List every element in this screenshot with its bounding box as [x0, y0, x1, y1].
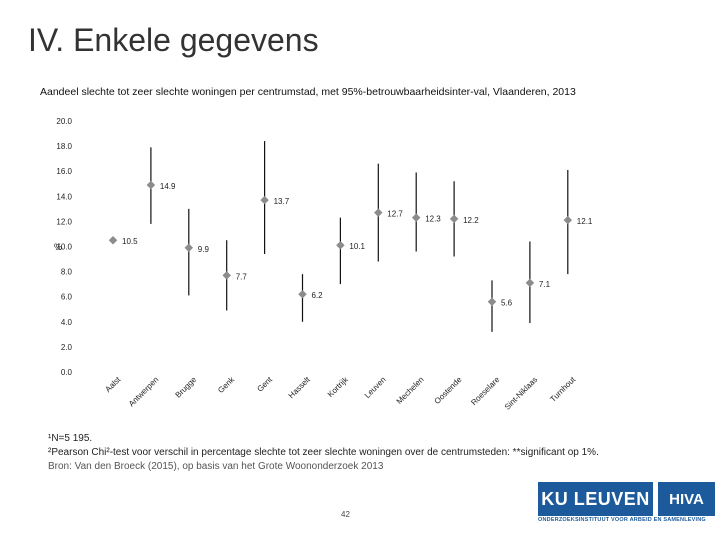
y-tick-label: 6.0: [61, 293, 73, 302]
value-label-leuven: 12.7: [387, 210, 403, 219]
y-tick-label: 12.0: [56, 217, 72, 226]
footnotes: ¹N=5 195. ²Pearson Chi²-test voor versch…: [48, 432, 599, 474]
x-tick-label-genk: Genk: [216, 374, 237, 395]
value-label-aalst: 10.5: [122, 237, 138, 246]
footnote-source: Bron: Van den Broeck (2015), op basis va…: [48, 461, 384, 472]
hiva-logo: HIVA: [658, 482, 715, 516]
chart-title: Aandeel slechte tot zeer slechte woninge…: [40, 86, 576, 98]
value-label-brugge: 9.9: [198, 245, 210, 254]
y-axis-label: %: [54, 242, 62, 252]
slide-title: IV. Enkele gegevens: [28, 22, 319, 58]
value-label-roeselare: 5.6: [501, 299, 513, 308]
data-point-oostende: [449, 214, 459, 224]
value-label-turnhout: 12.1: [577, 217, 593, 226]
y-tick-label: 4.0: [61, 318, 73, 327]
value-label-oostende: 12.2: [463, 216, 479, 225]
data-point-aalst: [108, 235, 118, 245]
value-label-hasselt: 6.2: [312, 291, 324, 300]
x-tick-label-brugge: Brugge: [174, 375, 199, 400]
data-point-antwerpen: [146, 180, 156, 190]
data-point-genk: [222, 271, 231, 280]
y-tick-label: 0.0: [61, 368, 73, 377]
x-tick-label-kortrijk: Kortrijk: [326, 374, 351, 399]
x-tick-label-sint-niklaas: Sint-Niklaas: [503, 375, 540, 412]
data-point-mechelen: [411, 213, 421, 222]
data-point-sint-niklaas: [525, 278, 535, 288]
value-label-antwerpen: 14.9: [160, 182, 176, 191]
footnote-n: ¹N=5 195.: [48, 433, 93, 444]
data-point-kortrijk: [336, 241, 345, 250]
data-point-roeselare: [487, 297, 497, 306]
data-point-turnhout: [563, 215, 573, 225]
y-tick-label: 16.0: [56, 167, 72, 176]
x-tick-label-aalst: Aalst: [103, 375, 122, 394]
value-label-genk: 7.7: [236, 272, 248, 281]
logo-caption: ONDERZOEKSINSTITUUT VOOR ARBEID EN SAMEN…: [538, 517, 706, 523]
y-tick-label: 8.0: [61, 268, 73, 277]
value-label-mechelen: 12.3: [425, 215, 441, 224]
value-label-sint-niklaas: 7.1: [539, 280, 551, 289]
value-labels: 10.5 14.9 9.9 7.7 13.7 6.2 10.1 12.7 12.3 12.2 5.6…: [122, 182, 593, 308]
x-tick-label-turnhout: Turnhout: [548, 375, 577, 404]
x-tick-label-mechelen: Mechelen: [395, 375, 426, 406]
x-tick-label-antwerpen: Antwerpen: [127, 375, 160, 408]
x-tick-label-hasselt: Hasselt: [287, 375, 313, 401]
ku-leuven-logo: KU LEUVEN: [538, 482, 653, 516]
value-label-kortrijk: 10.1: [349, 242, 365, 251]
x-tick-labels: Aalst Antwerpen Brugge Genk Gent Hasselt Kortr…: [103, 374, 577, 411]
y-tick-label: 20.0: [56, 117, 72, 126]
y-ticks: 0.0 2.0 4.0 6.0 8.0 10.0 12.0 14.0 16.0 18.0 20.0: [56, 117, 72, 377]
data-point-hasselt: [298, 289, 307, 299]
y-tick-label: 10.0: [56, 243, 72, 252]
y-tick-label: 2.0: [61, 343, 73, 352]
page-number: 42: [341, 510, 350, 519]
x-tick-label-leuven: Leuven: [363, 375, 388, 400]
y-tick-label: 18.0: [56, 142, 72, 151]
footnote-test: ²Pearson Chi²-test voor verschil in perc…: [48, 447, 599, 458]
data-point-leuven: [374, 208, 383, 217]
data-points: [108, 180, 573, 306]
data-point-gent: [260, 195, 269, 205]
data-point-brugge: [184, 243, 194, 252]
x-tick-label-roeselare: Roeselare: [469, 375, 502, 408]
value-label-gent: 13.7: [274, 197, 290, 206]
logo-bar: KU LEUVEN HIVA: [538, 482, 715, 516]
x-tick-label-oostende: Oostende: [433, 375, 464, 406]
x-tick-label-gent: Gent: [255, 375, 274, 394]
y-tick-label: 14.0: [56, 192, 72, 201]
